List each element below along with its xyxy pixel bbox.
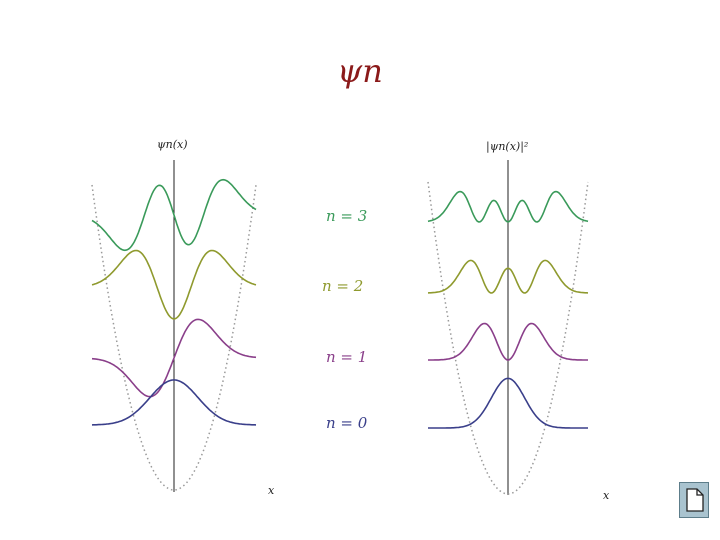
psi-curve-n0 (91, 379, 257, 426)
note-page-icon (686, 488, 704, 512)
right-x-axis-label: x (603, 489, 610, 502)
prob-curve-n0 (428, 377, 588, 429)
left-x-axis-label: x (268, 484, 275, 497)
left-potential-parabola (91, 184, 257, 491)
level-label-n2: n = 2 (322, 277, 363, 295)
level-label-n0: n = 0 (326, 414, 368, 432)
level-labels: n = 3 n = 2 n = 1 n = 0 (322, 207, 368, 432)
right-y-axis-label: |ψn(x)|² (486, 140, 528, 154)
right-panel: |ψn(x)|² x (427, 140, 610, 502)
left-panel: ψn(x) x (91, 138, 275, 497)
psi-curve-n2 (91, 249, 257, 320)
left-y-axis-label: ψn(x) (157, 138, 188, 151)
psi-curve-n1 (91, 318, 257, 398)
prob-curve-n3 (427, 190, 589, 223)
psi-curve-n3 (91, 178, 257, 252)
level-label-n1: n = 1 (326, 348, 367, 366)
prob-curve-n2 (427, 259, 589, 294)
right-potential-parabola (427, 181, 589, 495)
prob-curve-n1 (428, 322, 588, 361)
notes-button[interactable] (679, 482, 709, 518)
slide-title: ψn (337, 52, 383, 90)
level-label-n3: n = 3 (326, 207, 367, 225)
